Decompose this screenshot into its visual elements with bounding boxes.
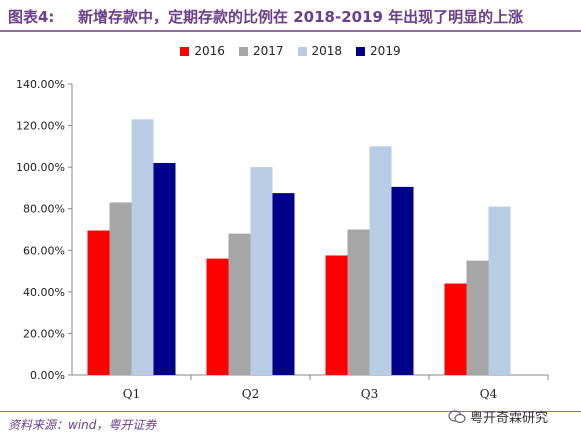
x-tick-label: Q2	[242, 387, 259, 401]
legend-label-2017: 2017	[252, 44, 284, 58]
bar-2019-q1	[153, 162, 176, 375]
bar-2019-q3	[391, 186, 414, 375]
bar-2016-q2	[206, 258, 229, 375]
watermark: 粤开奇霖研究	[448, 407, 548, 426]
y-tick-label: 100.00%	[16, 161, 65, 174]
legend-item-2019: 2019	[356, 44, 401, 58]
legend-swatch-2019	[356, 46, 366, 56]
x-tick-label: Q1	[123, 387, 140, 401]
legend-item-2016: 2016	[180, 44, 225, 58]
legend-label-2018: 2018	[311, 44, 343, 58]
legend-swatch-2016	[180, 46, 190, 56]
legend-item-2017: 2017	[238, 44, 284, 58]
bar-2016-q3	[325, 255, 348, 375]
chart-legend: 2016 2017 2018 2019	[0, 44, 581, 58]
x-tick-label: Q3	[361, 387, 378, 401]
x-tick-label: Q4	[480, 387, 498, 401]
bar-2016-q1	[87, 230, 110, 375]
legend-swatch-2017	[238, 46, 248, 56]
y-tick-label: 20.00%	[23, 327, 65, 340]
y-tick-label: 40.00%	[23, 286, 65, 299]
bar-2017-q2	[228, 233, 251, 375]
legend-swatch-2018	[297, 46, 307, 56]
bar-2017-q4	[466, 260, 489, 375]
legend-label-2019: 2019	[370, 44, 401, 58]
legend-label-2016: 2016	[194, 44, 225, 58]
footer-divider	[0, 411, 581, 412]
bar-2017-q1	[109, 202, 132, 375]
y-tick-label: 80.00%	[23, 203, 65, 216]
y-tick-label: 60.00%	[23, 244, 65, 257]
bar-2018-q2	[250, 167, 273, 375]
bar-2018-q4	[488, 206, 511, 375]
bar-2019-q2	[272, 193, 295, 375]
title-bar: 图表4: 新增存款中，定期存款的比例在 2018-2019 年出现了明显的上涨	[0, 0, 581, 32]
bar-2018-q1	[131, 119, 154, 375]
y-tick-label: 120.00%	[16, 120, 65, 133]
legend-item-2018: 2018	[297, 44, 343, 58]
source-note: 资料来源：wind，粤开证券	[8, 418, 157, 432]
bar-2017-q3	[347, 229, 370, 375]
figure-label: 图表4:	[8, 8, 55, 26]
watermark-text: 粤开奇霖研究	[470, 411, 549, 426]
page-title: 新增存款中，定期存款的比例在 2018-2019 年出现了明显的上涨	[78, 8, 524, 26]
y-tick-label: 0.00%	[30, 369, 65, 382]
wechat-icon	[448, 410, 466, 424]
bar-2016-q4	[444, 283, 467, 375]
bar-2018-q3	[369, 146, 392, 375]
y-tick-label: 140.00%	[16, 78, 65, 91]
